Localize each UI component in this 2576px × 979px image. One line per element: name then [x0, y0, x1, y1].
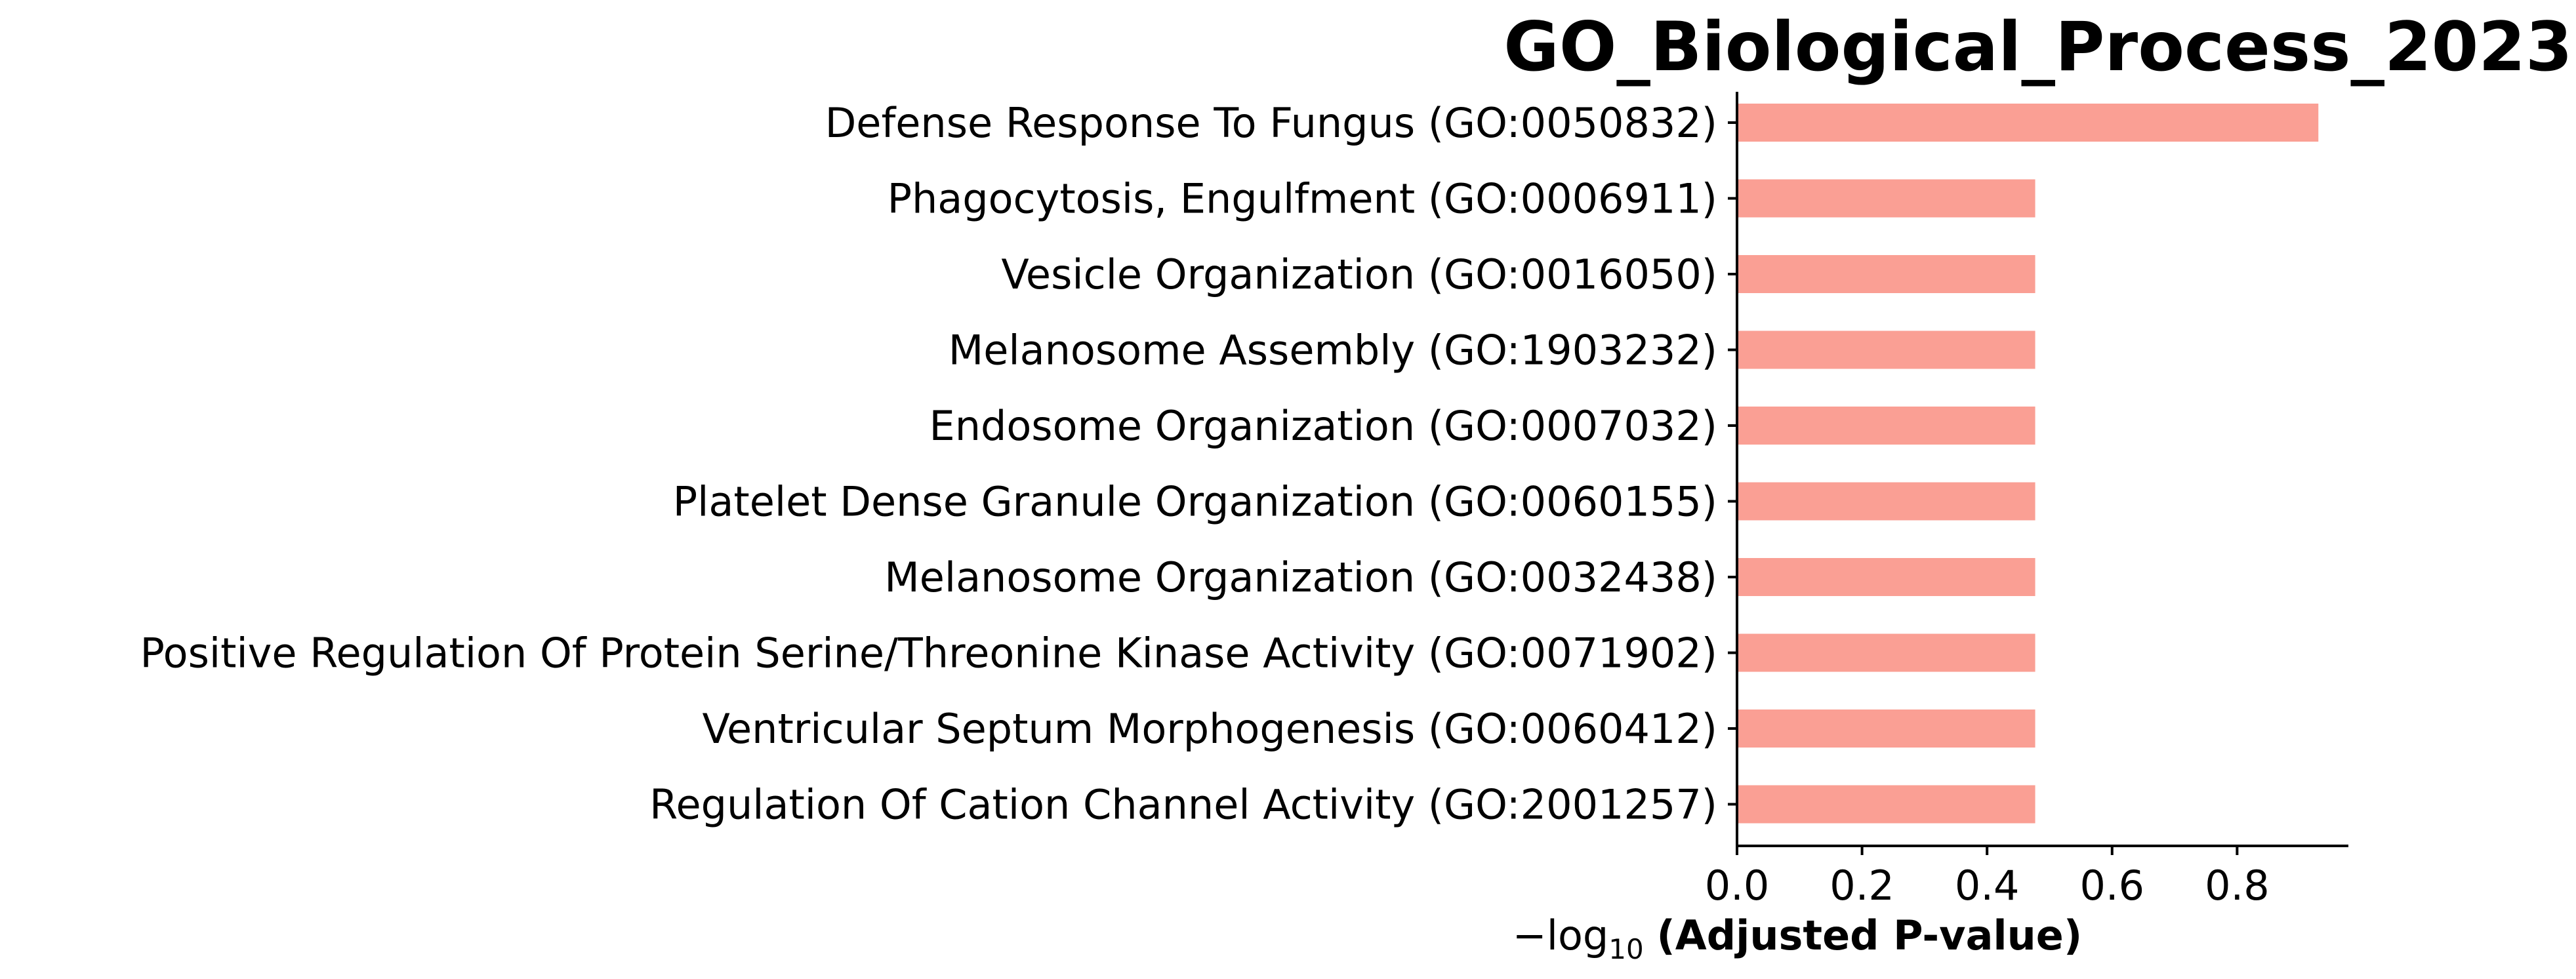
bar-6	[1737, 558, 2035, 596]
bar-1	[1737, 179, 2035, 218]
category-label-7: Positive Regulation Of Protein Serine/Th…	[140, 629, 1718, 677]
category-label-5: Platelet Dense Granule Organization (GO:…	[673, 478, 1717, 526]
category-label-6: Melanosome Organization (GO:0032438)	[884, 553, 1717, 601]
category-label-4: Endosome Organization (GO:0007032)	[930, 402, 1717, 450]
bar-5	[1737, 482, 2035, 521]
x-axis-label-prefix: −log	[1513, 911, 1608, 959]
x-tick-label-2: 0.4	[1955, 862, 2020, 909]
category-label-2: Vesicle Organization (GO:0016050)	[1001, 250, 1717, 298]
category-label-0: Defense Response To Fungus (GO:0050832)	[825, 99, 1717, 147]
category-labels: Defense Response To Fungus (GO:0050832) P…	[140, 99, 1737, 829]
x-ticks-group: 0.0 0.2 0.4 0.6 0.8	[1705, 846, 2270, 909]
x-axis-label: −log10 (Adjusted P-value)	[1513, 911, 2082, 965]
bar-3	[1737, 330, 2035, 369]
x-tick-label-0: 0.0	[1705, 862, 1770, 909]
bar-7	[1737, 633, 2035, 672]
bar-0	[1737, 104, 2319, 142]
bar-9	[1737, 785, 2035, 824]
category-label-9: Regulation Of Cation Channel Activity (G…	[649, 781, 1717, 829]
bar-8	[1737, 709, 2035, 748]
chart-title: GO_Biological_Process_2023	[1503, 8, 2572, 87]
x-axis-label-subscript: 10	[1608, 933, 1643, 965]
x-tick-label-1: 0.2	[1830, 862, 1894, 909]
x-axis-label-suffix: (Adjusted P-value)	[1656, 911, 2082, 959]
bar-4	[1737, 407, 2035, 445]
category-label-1: Phagocytosis, Engulfment (GO:0006911)	[888, 175, 1717, 223]
bar-2	[1737, 255, 2035, 293]
x-tick-label-3: 0.6	[2079, 862, 2144, 909]
category-label-3: Melanosome Assembly (GO:1903232)	[949, 327, 1717, 374]
bars-group	[1737, 104, 2319, 824]
x-tick-label-4: 0.8	[2205, 862, 2270, 909]
category-label-8: Ventricular Septum Morphogenesis (GO:006…	[702, 705, 1717, 753]
